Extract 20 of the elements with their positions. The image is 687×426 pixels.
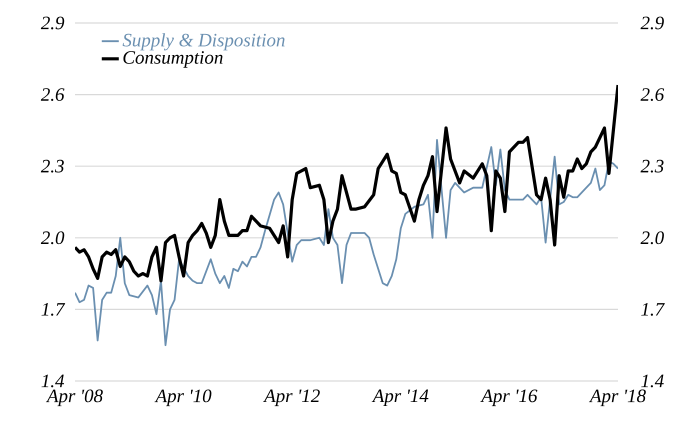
y2-tick-label: 2.9 <box>640 16 664 30</box>
y-tick-label: 2.3 <box>40 160 64 173</box>
x-tick-label: Apr '18 <box>588 390 646 406</box>
x-tick-label: Apr '16 <box>480 390 538 406</box>
y2-tick-label: 2.6 <box>640 88 664 101</box>
y2-tick-label: 1.4 <box>641 374 664 388</box>
y-tick-label: 1.7 <box>42 303 66 316</box>
x-tick-label: Apr '12 <box>263 390 320 406</box>
y-tick-label: 1.4 <box>42 374 64 388</box>
x-tick-label: Apr '10 <box>154 390 212 406</box>
y2-tick-label: 2.3 <box>640 160 664 173</box>
y2-tick-label: 2.0 <box>640 231 664 244</box>
legend-label: Supply & Disposition <box>122 33 285 50</box>
y-tick-label: 2.9 <box>40 16 64 30</box>
legend-label: Consumption <box>123 51 223 68</box>
y-tick-label: 2.0 <box>40 231 64 244</box>
x-tick-label: Apr '08 <box>46 390 103 406</box>
x-tick-label: Apr '14 <box>372 390 428 406</box>
y2-tick-label: 1.7 <box>641 303 665 316</box>
y-tick-label: 2.6 <box>40 88 64 101</box>
